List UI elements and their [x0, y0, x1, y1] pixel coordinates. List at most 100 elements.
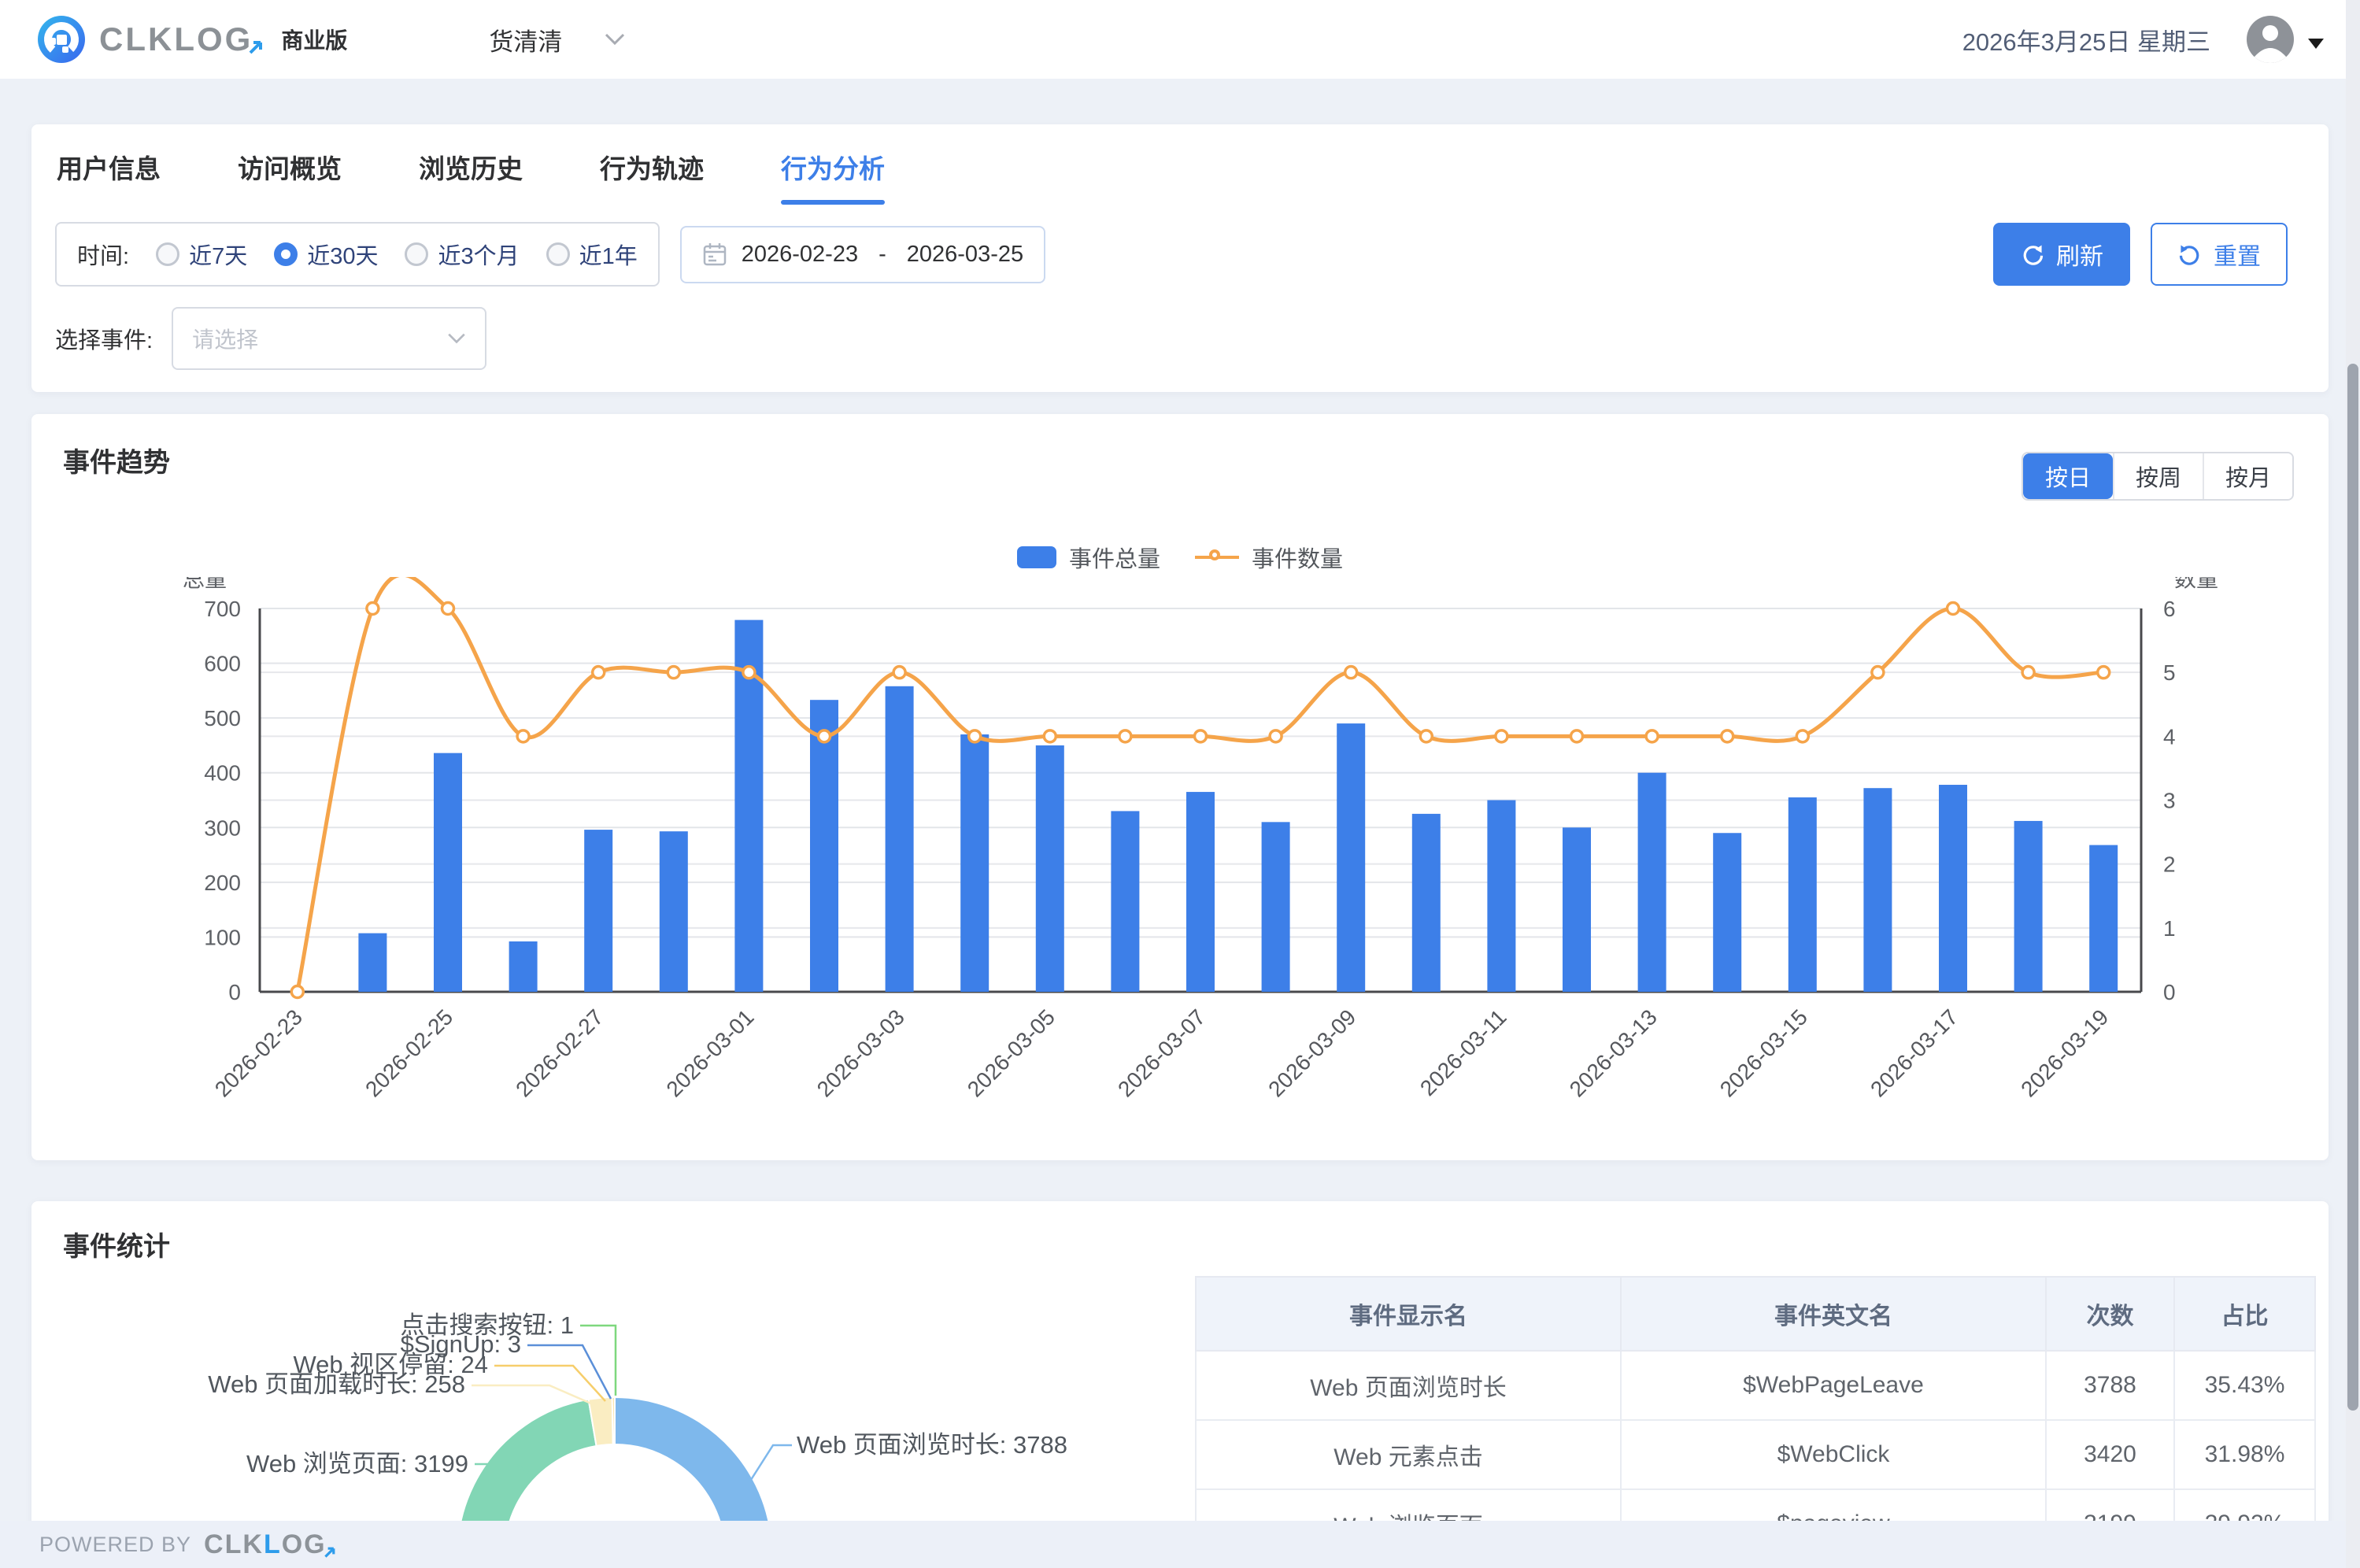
- trend-title: 事件趋势: [63, 448, 170, 478]
- radio-last-1-year[interactable]: 近1年: [546, 238, 638, 271]
- line-point: [440, 601, 456, 616]
- tab-behavior-track[interactable]: 行为轨迹: [600, 154, 704, 183]
- event-pie-chart[interactable]: Web 页面浏览时长: 3788 Web 浏览页面: 3199 Web 页面加载时长…: [31, 1201, 1181, 1568]
- line-point: [365, 601, 380, 616]
- project-select-value: 货清清: [489, 28, 563, 56]
- table-cell: 3788: [2045, 1350, 2175, 1421]
- tab-user-info[interactable]: 用户信息: [57, 154, 161, 183]
- svg-text:2026-02-23: 2026-02-23: [210, 1004, 307, 1101]
- top-bar: CLKLOG 商业版 货清清 2026年3月25日 星期三: [0, 0, 2360, 79]
- date-end: 2026-03-25: [906, 241, 1024, 267]
- line-point: [1343, 664, 1359, 680]
- line-point: [892, 664, 907, 680]
- table-row: Web 页面浏览时长 $WebPageLeave 3788 35.43%: [1195, 1350, 2316, 1421]
- pie-label: Web 浏览页面: 3199: [246, 1450, 468, 1477]
- svg-text:2026-03-01: 2026-03-01: [661, 1004, 758, 1101]
- brand-arrow-icon: [324, 1547, 335, 1558]
- brand-text: CLKLOG: [99, 20, 264, 58]
- table-cell: $WebPageLeave: [1620, 1350, 2047, 1421]
- reset-button[interactable]: 重置: [2151, 223, 2288, 286]
- table-cell: Web 页面浏览时长: [1195, 1350, 1622, 1421]
- chevron-down-icon: [605, 33, 625, 46]
- y-axis-tick-left: 400: [204, 761, 241, 786]
- y-axis-tick-right: 5: [2163, 660, 2176, 685]
- clklog-logo-icon: [38, 16, 85, 63]
- line-point: [1419, 729, 1434, 744]
- date-separator: -: [879, 241, 886, 267]
- avatar[interactable]: [2247, 16, 2294, 63]
- table-header-row: 事件显示名 事件英文名 次数 占比: [1195, 1276, 2316, 1352]
- svg-text:2026-03-05: 2026-03-05: [963, 1004, 1060, 1101]
- chart-legend: 事件总量 事件数量: [63, 541, 2297, 574]
- tab-browse-history[interactable]: 浏览历史: [419, 154, 523, 183]
- svg-text:2026-03-09: 2026-03-09: [1263, 1004, 1360, 1101]
- legend-event-count[interactable]: 事件数量: [1195, 541, 1343, 574]
- radio-last-30-days[interactable]: 近30天: [274, 238, 378, 271]
- bar: [1788, 797, 1817, 992]
- line-point: [1644, 729, 1659, 744]
- tab-visit-overview[interactable]: 访问概览: [238, 154, 342, 183]
- event-select-label: 选择事件:: [55, 328, 154, 353]
- toggle-by-month[interactable]: 按月: [2203, 453, 2292, 499]
- bar: [734, 619, 764, 992]
- legend-event-total[interactable]: 事件总量: [1016, 541, 1160, 574]
- trend-chart[interactable]: 0 100 200 300 400 500 600 700 0 1 2 3 4 5 6 总量 数量 2026-02…: [63, 567, 2297, 1140]
- y-axis-tick-left: 300: [204, 815, 241, 840]
- line-point: [290, 984, 305, 1000]
- y-axis-tick-left: 500: [204, 706, 241, 730]
- line-point: [590, 664, 606, 680]
- project-select[interactable]: 货清清: [489, 22, 625, 57]
- line-point: [1268, 729, 1283, 744]
- time-label: 时间:: [77, 244, 130, 269]
- reset-icon: [2179, 245, 2199, 265]
- bar: [960, 734, 989, 992]
- line-legend-swatch: [1195, 546, 1239, 568]
- date-start: 2026-02-23: [741, 241, 859, 267]
- bar: [358, 933, 387, 992]
- y-axis-tick-left: 700: [204, 597, 241, 621]
- bar: [1863, 788, 1892, 992]
- line-point: [1795, 729, 1811, 744]
- trend-chart-svg: 0 100 200 300 400 500 600 700 0 1 2 3 4 5 6 总量 数量 2026-02…: [183, 567, 2218, 1102]
- col-event-english-name: 事件英文名: [1620, 1276, 2047, 1352]
- scrollbar-thumb[interactable]: [2347, 364, 2358, 1411]
- y-axis-tick-right: 0: [2163, 980, 2176, 1004]
- line-point: [1193, 729, 1208, 744]
- event-select[interactable]: 请选择: [172, 307, 487, 370]
- toggle-by-week[interactable]: 按周: [2113, 453, 2203, 499]
- chevron-down-icon: [448, 333, 465, 344]
- radio-last-3-months[interactable]: 近3个月: [405, 238, 520, 271]
- svg-text:2026-03-15: 2026-03-15: [1715, 1004, 1812, 1101]
- date-range-picker[interactable]: 2026-02-23 - 2026-03-25: [679, 225, 1046, 283]
- vertical-scrollbar[interactable]: [2346, 0, 2360, 1568]
- y-axis-tick-right: 3: [2163, 789, 2176, 813]
- event-trend-card: 事件趋势 按日 按周 按月 事件总量 事件数量 0 100 200 300 400 500…: [31, 414, 2329, 1160]
- radio-last-7-days[interactable]: 近7天: [156, 238, 247, 271]
- line-point: [967, 729, 982, 744]
- bar: [2089, 845, 2118, 992]
- svg-text:2026-03-03: 2026-03-03: [812, 1004, 909, 1101]
- line-point: [742, 664, 756, 680]
- event-stats-card: 事件统计 Web 页面浏览时长: 3788 Web 浏览页面: 3199 Web 页…: [31, 1201, 2329, 1568]
- y-axis-tick-left: 600: [204, 652, 241, 676]
- y-axis-tick-right: 4: [2163, 724, 2176, 749]
- refresh-icon: [2023, 245, 2044, 265]
- line-point: [816, 729, 832, 744]
- pie-labels: Web 页面浏览时长: 3788 Web 浏览页面: 3199 Web 页面加载时长…: [208, 1311, 1067, 1492]
- svg-text:2026-03-07: 2026-03-07: [1113, 1004, 1210, 1101]
- bar-series: [358, 619, 2118, 992]
- main-content: 用户信息 访问概览 浏览历史 行为轨迹 行为分析 时间: 近7天 近30天 近3…: [0, 79, 2360, 1568]
- user-icon: [2255, 25, 2286, 63]
- table-cell: $WebClick: [1620, 1419, 2047, 1490]
- bar: [659, 831, 688, 992]
- line-point: [2096, 664, 2111, 680]
- y-axis-tick-right: 2: [2163, 852, 2176, 877]
- avatar-dropdown-caret[interactable]: [2308, 38, 2324, 49]
- tab-behavior-analysis[interactable]: 行为分析: [781, 148, 885, 205]
- time-range-group: 时间: 近7天 近30天 近3个月 近1年: [55, 222, 660, 287]
- bar: [1035, 745, 1064, 992]
- toggle-by-day[interactable]: 按日: [2023, 453, 2113, 499]
- refresh-button[interactable]: 刷新: [1993, 223, 2130, 286]
